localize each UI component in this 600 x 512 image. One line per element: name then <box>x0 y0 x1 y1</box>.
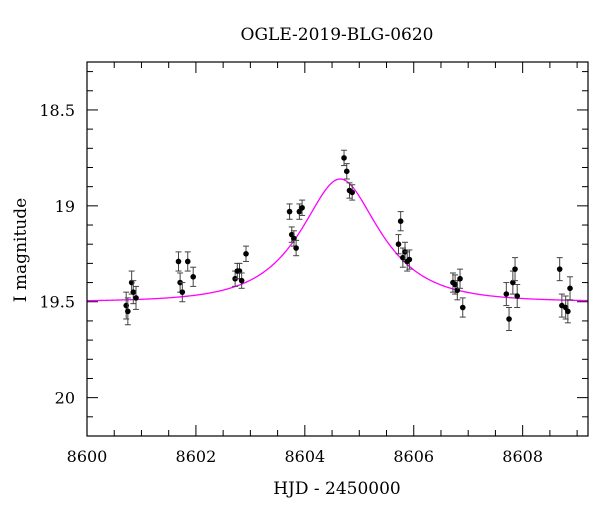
data-point <box>343 168 350 175</box>
data-point <box>514 293 521 299</box>
data-point <box>286 208 293 215</box>
data-point <box>190 274 196 280</box>
y-tick-label: 19 <box>55 197 75 216</box>
x-tick-label: 8608 <box>502 447 543 466</box>
data-point <box>454 287 461 294</box>
data-point <box>457 275 463 282</box>
y-tick-label: 18.5 <box>39 101 75 120</box>
data-point <box>556 266 563 272</box>
data-point <box>565 308 571 315</box>
data-point <box>291 235 297 242</box>
y-tick-label: 20 <box>55 389 75 408</box>
data-point <box>503 291 510 297</box>
data-point <box>293 245 299 251</box>
data-point <box>130 289 137 295</box>
y-tick-label: 19.5 <box>39 293 75 312</box>
x-tick-label: 8602 <box>176 447 217 466</box>
data-point <box>506 316 512 322</box>
y-axis-label: I magnitude <box>11 198 31 302</box>
data-point <box>397 218 404 224</box>
data-point <box>349 189 356 196</box>
x-tick-label: 8606 <box>393 447 434 466</box>
data-point <box>133 295 139 301</box>
data-point <box>567 285 573 292</box>
data-point <box>395 241 402 248</box>
model-curve-layer <box>86 178 589 302</box>
axes: 8600 8602 8604 8606 8608 18.5 19 19.5 20 <box>39 62 588 466</box>
data-point <box>341 155 347 161</box>
plot-frame <box>86 61 589 437</box>
data-point <box>236 268 243 274</box>
x-tick-label: 8604 <box>284 447 325 466</box>
data-point <box>299 204 305 211</box>
data-point <box>510 279 516 286</box>
chart-title: OGLE-2019-BLG-0620 <box>241 25 434 45</box>
data-point <box>175 258 182 265</box>
data-point <box>452 281 458 288</box>
data-point <box>238 277 245 284</box>
data-point <box>125 308 131 315</box>
x-tick-label: 8600 <box>67 447 108 466</box>
x-axis-label: HJD - 2450000 <box>273 479 401 499</box>
data-point <box>406 256 413 263</box>
data-point <box>512 266 518 272</box>
data-point <box>184 258 191 265</box>
data-point <box>400 254 406 261</box>
data-points-layer <box>123 149 574 332</box>
data-point <box>243 250 249 257</box>
model-curve <box>86 178 589 302</box>
data-point <box>179 289 186 295</box>
data-point <box>459 304 466 311</box>
